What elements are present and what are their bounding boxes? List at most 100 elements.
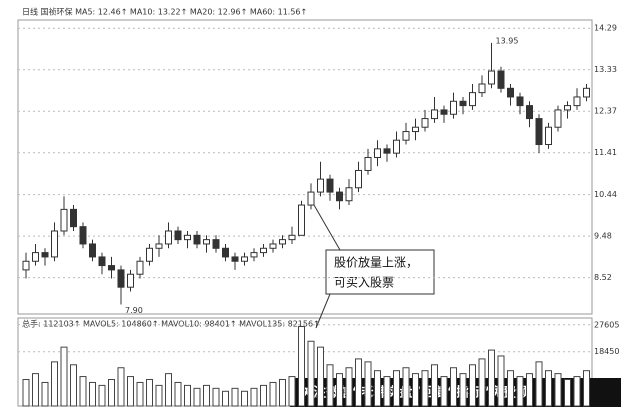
max-label: 13.95 xyxy=(496,36,519,45)
volume-bar xyxy=(79,376,87,407)
volume-bar xyxy=(383,376,391,407)
candle-body xyxy=(260,247,267,254)
y-tick-label: 8.52 xyxy=(594,273,612,282)
volume-bar xyxy=(136,381,144,407)
candle-body xyxy=(355,169,362,189)
volume-bar xyxy=(488,349,495,407)
candle-body xyxy=(60,208,68,232)
volume-bar xyxy=(241,390,248,407)
candle-body xyxy=(326,178,334,193)
y-tick-label: 9.48 xyxy=(594,232,612,241)
candle-body xyxy=(440,109,448,115)
candle-body xyxy=(136,260,144,275)
candle-body xyxy=(298,204,305,236)
candle-body xyxy=(108,265,115,271)
y-tick-label: 18450 xyxy=(594,347,619,356)
candle-body xyxy=(383,148,391,154)
volume-bar xyxy=(459,373,467,407)
volume-bar xyxy=(222,390,229,407)
annotation: 可买入股票 xyxy=(334,276,394,290)
candle-body xyxy=(573,96,581,107)
annotation: 股价放量上涨， xyxy=(334,255,418,270)
candle-body xyxy=(231,256,239,262)
volume-bar xyxy=(374,370,381,407)
volume-bar xyxy=(440,376,448,407)
candle-body xyxy=(431,109,438,120)
volume-bar xyxy=(51,361,58,407)
volume-bar xyxy=(146,379,153,407)
candle-body xyxy=(450,100,457,115)
volume-bar xyxy=(98,384,106,407)
candle-body xyxy=(212,239,220,249)
candle-body xyxy=(478,83,486,94)
candle-body xyxy=(583,87,590,98)
price-legend: 日线 国祯环保 MA5: 12.46↑ MA10: 13.22↑ MA20: 1… xyxy=(22,7,307,17)
candle-body xyxy=(488,70,495,85)
candle-body xyxy=(497,70,505,89)
candle-body xyxy=(564,105,571,111)
volume-bar xyxy=(231,387,239,407)
volume-bar xyxy=(307,340,315,407)
volume-bar xyxy=(478,358,486,407)
volume-bar xyxy=(507,370,514,407)
candle-body xyxy=(507,87,514,98)
volume-bar xyxy=(212,387,220,407)
candle-body xyxy=(374,148,381,158)
volume-bar xyxy=(450,367,457,407)
volume-bar xyxy=(117,367,125,407)
candle-body xyxy=(203,239,210,245)
candle-body xyxy=(117,269,125,288)
volume-bar xyxy=(364,361,372,407)
candle-body xyxy=(22,260,30,271)
candle-body xyxy=(364,156,372,171)
volume-bar xyxy=(497,355,505,407)
price-panel xyxy=(17,19,593,315)
candle-body xyxy=(317,178,324,193)
candle-body xyxy=(193,234,201,245)
volume-bar xyxy=(174,381,182,407)
volume-bar xyxy=(22,379,30,407)
y-tick-label: 12.37 xyxy=(594,107,617,116)
y-tick-label: 10.44 xyxy=(594,190,617,199)
volume-bar xyxy=(469,364,476,407)
volume-bar xyxy=(345,367,353,407)
volume-bar xyxy=(355,358,362,407)
candle-body xyxy=(345,187,353,202)
candle-body xyxy=(336,191,343,202)
volume-bar xyxy=(184,384,191,407)
candle-body xyxy=(155,243,163,249)
candle-body xyxy=(269,243,277,249)
candle-body xyxy=(393,139,400,154)
candle-body xyxy=(89,243,96,258)
volume-bar xyxy=(155,384,163,407)
candle-body xyxy=(41,252,49,258)
volume-bar xyxy=(193,387,201,407)
volume-bar xyxy=(298,326,305,407)
volume-legend: 总手: 112103↑ MAVOL5: 104860↑ MAVOL10: 984… xyxy=(22,319,320,329)
volume-bar xyxy=(564,379,571,407)
volume-bar xyxy=(336,373,343,407)
candle-body xyxy=(222,247,229,258)
volume-bar xyxy=(402,367,410,407)
candle-body xyxy=(32,252,39,262)
y-tick-label: 11.41 xyxy=(594,148,617,157)
candle-body xyxy=(459,100,467,107)
volume-bar xyxy=(60,346,68,407)
candle-body xyxy=(98,256,106,267)
y-tick-label: 27605 xyxy=(594,320,619,329)
volume-bar xyxy=(554,373,562,407)
candle-body xyxy=(241,256,248,262)
y-tick-label: 14.29 xyxy=(594,24,617,33)
candle-body xyxy=(146,247,153,262)
volume-bar xyxy=(421,370,429,407)
volume-bar xyxy=(431,364,438,407)
candle-body xyxy=(402,131,410,141)
candle-body xyxy=(554,109,562,128)
candle-body xyxy=(79,226,87,245)
volume-bar xyxy=(279,379,286,407)
volume-bar xyxy=(526,373,533,407)
candle-body xyxy=(545,126,552,146)
volume-bar xyxy=(250,387,258,407)
volume-bar xyxy=(288,376,296,407)
